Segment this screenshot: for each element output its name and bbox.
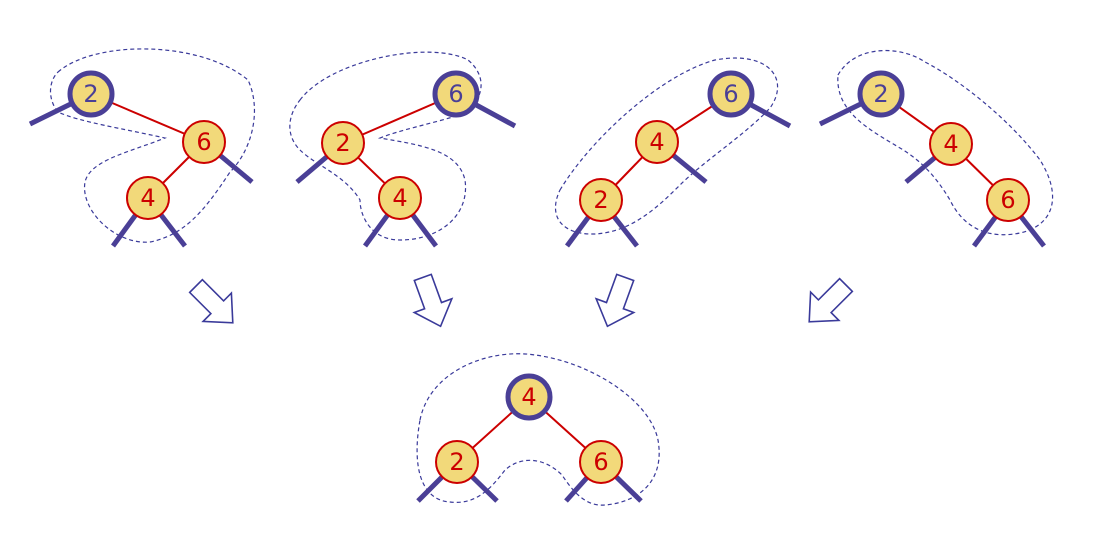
tree-2-node-black-label: 6 bbox=[448, 80, 463, 108]
tree-2-node-red-upper: 2 bbox=[321, 121, 365, 165]
tree-3-node-red-upper-label: 4 bbox=[649, 128, 664, 156]
tree-1-node-red-lower-circle bbox=[126, 176, 170, 220]
arrow-4-icon bbox=[808, 277, 854, 323]
result-node-black-label: 4 bbox=[521, 383, 536, 411]
tree-2-node-black-circle bbox=[432, 70, 480, 118]
tree-4-node-red-lower: 6 bbox=[986, 178, 1030, 222]
tree-1-node-red-lower-label: 4 bbox=[140, 184, 155, 212]
tree-4-node-black-circle bbox=[857, 70, 905, 118]
tree-2-node-red-upper-label: 2 bbox=[335, 129, 350, 157]
tree-2-node-red-lower: 4 bbox=[378, 176, 422, 220]
tree-3-node-red-lower: 2 bbox=[579, 178, 623, 222]
tree-1-node-red-upper-circle bbox=[182, 120, 226, 164]
tree-2: 6 2 4 bbox=[289, 51, 517, 248]
result-tree: 4 2 6 bbox=[416, 353, 660, 506]
tree-2-outline bbox=[289, 51, 482, 241]
arrow-1-icon bbox=[188, 278, 234, 324]
tree-4-node-red-upper: 4 bbox=[929, 122, 973, 166]
tree-3: 6 4 2 bbox=[555, 57, 792, 248]
tree-4-node-black-label: 2 bbox=[873, 80, 888, 108]
arrow-2-icon bbox=[412, 273, 454, 328]
tree-3-node-red-lower-label: 2 bbox=[593, 186, 608, 214]
tree-4-node-red-upper-label: 4 bbox=[943, 130, 958, 158]
result-node-red-left-label: 2 bbox=[449, 448, 464, 476]
result-node-black: 4 bbox=[505, 373, 553, 421]
result-node-red-right: 6 bbox=[579, 440, 623, 484]
tree-2-node-red-upper-circle bbox=[321, 121, 365, 165]
tree-3-node-red-lower-circle bbox=[579, 178, 623, 222]
tree-3-node-red-upper-circle bbox=[635, 120, 679, 164]
tree-3-node-black-label: 6 bbox=[723, 80, 738, 108]
tree-1-node-black: 2 bbox=[67, 70, 115, 118]
tree-2-node-red-lower-label: 4 bbox=[392, 184, 407, 212]
tree-4-node-black: 2 bbox=[857, 70, 905, 118]
tree-1-node-red-upper: 6 bbox=[182, 120, 226, 164]
tree-3-node-black-circle bbox=[707, 70, 755, 118]
tree-3-node-black: 6 bbox=[707, 70, 755, 118]
tree-4: 2 4 6 bbox=[818, 49, 1054, 248]
result-node-black-circle bbox=[505, 373, 553, 421]
tree-1-outline bbox=[49, 48, 255, 243]
tree-1-node-red-upper-label: 6 bbox=[196, 128, 211, 156]
tree-1: 2 6 4 bbox=[28, 48, 255, 248]
tree-1-node-black-label: 2 bbox=[83, 80, 98, 108]
tree-4-node-red-lower-circle bbox=[986, 178, 1030, 222]
tree-4-outline bbox=[837, 49, 1054, 236]
result-node-red-left: 2 bbox=[435, 440, 479, 484]
result-node-red-right-label: 6 bbox=[593, 448, 608, 476]
tree-4-node-red-lower-label: 6 bbox=[1000, 186, 1015, 214]
result-node-red-left-circle bbox=[435, 440, 479, 484]
tree-4-node-red-upper-circle bbox=[929, 122, 973, 166]
tree-2-node-black: 6 bbox=[432, 70, 480, 118]
tree-2-node-red-lower-circle bbox=[378, 176, 422, 220]
tree-3-outline bbox=[555, 57, 779, 235]
arrow-3-icon bbox=[594, 273, 636, 328]
tree-3-node-red-upper: 4 bbox=[635, 120, 679, 164]
tree-1-node-black-circle bbox=[67, 70, 115, 118]
tree-1-node-red-lower: 4 bbox=[126, 176, 170, 220]
result-node-red-right-circle bbox=[579, 440, 623, 484]
